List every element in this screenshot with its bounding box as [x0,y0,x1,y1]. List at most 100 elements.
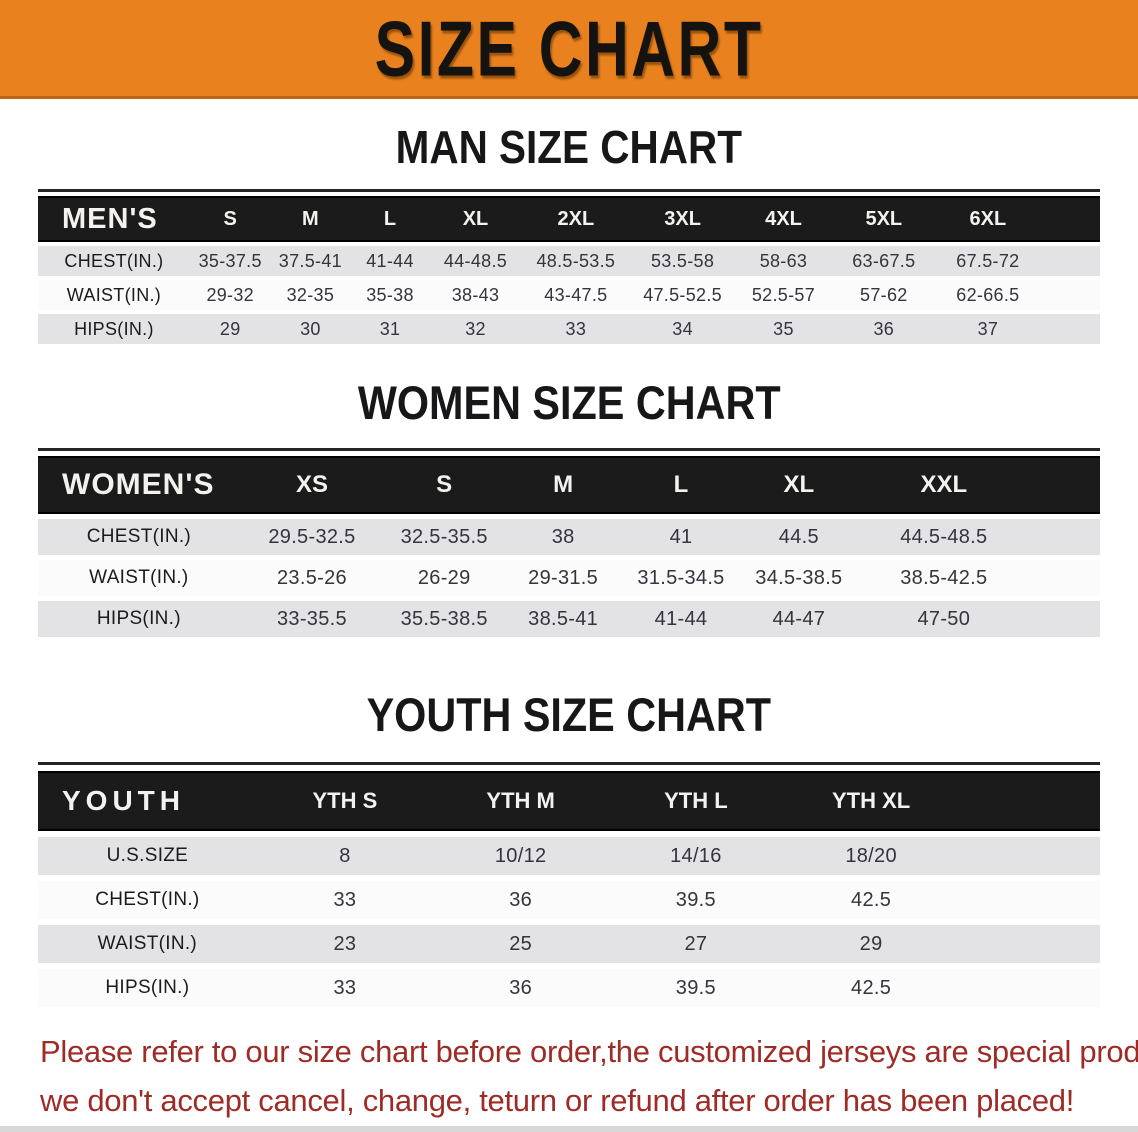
table-row: WAIST(IN.) 29-32 32-35 35-38 38-43 43-47.5 47.… [38,280,1100,310]
page-title: SIZE CHART [374,4,764,92]
header-filler-cell [1029,456,1100,514]
size-value: 44-48.5 [429,246,522,276]
size-value: 41-44 [622,601,740,637]
size-column-header: M [270,196,351,242]
row-label: HIPS(IN.) [38,969,257,1007]
size-value: 35.5-38.5 [384,601,505,637]
size-value: 32.5-35.5 [384,519,505,555]
size-value: 44-47 [739,601,858,637]
row-filler-cell [1040,280,1100,310]
row-label: CHEST(IN.) [38,519,240,555]
size-value: 25 [433,925,609,963]
size-value: 33 [256,969,434,1007]
size-value: 32 [429,314,522,344]
size-column-header: 4XL [734,196,833,242]
disclaimer-note: Please refer to our size chart before or… [0,1027,1138,1125]
size-column-header: 3XL [630,196,735,242]
women-size-chart-title: WOMEN SIZE CHART [357,376,781,429]
size-value: 38-43 [429,280,522,310]
size-value: 8 [256,837,434,875]
size-value: 43-47.5 [521,280,631,310]
size-value: 44.5 [739,519,858,555]
table-row: CHEST(IN.) 33 36 39.5 42.5 [38,881,1100,919]
size-column-header: 2XL [521,196,631,242]
row-label: U.S.SIZE [38,837,257,875]
size-column-header: 6XL [935,196,1041,242]
banner: SIZE CHART [0,0,1138,99]
size-value: 42.5 [783,969,959,1007]
size-value: 38 [504,519,623,555]
bottom-strip [0,1126,1138,1132]
size-value: 36 [433,969,609,1007]
size-value: 52.5-57 [734,280,833,310]
size-value: 23.5-26 [239,560,385,596]
man-size-chart-title: MAN SIZE CHART [395,121,743,173]
size-value: 26-29 [384,560,505,596]
size-value: 37.5-41 [270,246,351,276]
size-value: 58-63 [734,246,833,276]
size-column-header: YTH L [608,771,784,831]
size-value: 38.5-41 [504,601,623,637]
row-filler-cell [1040,314,1100,344]
mens-size-table: MEN'S S M L XL 2XL 3XL 4XL 5XL 6XL CHEST(IN.) 35-37… [38,189,1100,348]
mens-table: MEN'S S M L XL 2XL 3XL 4XL 5XL 6XL CHEST(IN.) 35-37… [38,192,1100,348]
size-value: 41 [622,519,740,555]
disclaimer-line-2: we don't accept cancel, change, teturn o… [40,1083,1075,1118]
size-value: 29-32 [189,280,271,310]
size-value: 10/12 [433,837,609,875]
size-value: 32-35 [270,280,351,310]
size-column-header: S [189,196,271,242]
row-label: CHEST(IN.) [38,246,190,276]
youth-table: YOUTH YTH S YTH M YTH L YTH XL U.S.SIZE 8 10/12… [38,765,1100,1013]
header-filler-cell [958,771,1100,831]
size-value: 35-37.5 [189,246,271,276]
row-label: WAIST(IN.) [38,560,240,596]
size-column-header: YTH XL [783,771,959,831]
size-value: 31 [350,314,430,344]
size-value: 47.5-52.5 [630,280,735,310]
row-label: WAIST(IN.) [38,925,257,963]
size-column-header: M [504,456,623,514]
size-column-header: L [622,456,740,514]
size-value: 29 [189,314,271,344]
size-value: 38.5-42.5 [857,560,1030,596]
header-filler-cell [1040,196,1100,242]
youth-size-table: YOUTH YTH S YTH M YTH L YTH XL U.S.SIZE 8 10/12… [38,762,1100,1013]
table-row: CHEST(IN.) 35-37.5 37.5-41 41-44 44-48.5 48.5… [38,246,1100,276]
size-column-header: XXL [857,456,1030,514]
size-value: 57-62 [832,280,936,310]
size-column-header: YTH M [433,771,609,831]
size-value: 29-31.5 [504,560,623,596]
size-value: 31.5-34.5 [622,560,740,596]
size-value: 53.5-58 [630,246,735,276]
size-value: 44.5-48.5 [857,519,1030,555]
size-value: 30 [270,314,351,344]
size-value: 37 [935,314,1041,344]
size-value: 29 [783,925,959,963]
size-value: 62-66.5 [935,280,1041,310]
table-corner-label: YOUTH [38,771,257,831]
row-filler-cell [1040,246,1100,276]
size-column-header: XL [739,456,858,514]
row-filler-cell [958,881,1100,919]
size-value: 36 [433,881,609,919]
size-value: 23 [256,925,434,963]
row-filler-cell [1029,601,1100,637]
table-row: CHEST(IN.) 29.5-32.5 32.5-35.5 38 41 44.5 44.5… [38,519,1100,555]
size-value: 35-38 [350,280,430,310]
row-label: HIPS(IN.) [38,601,240,637]
disclaimer-line-1: Please refer to our size chart before or… [40,1034,1138,1069]
size-value: 14/16 [608,837,784,875]
size-column-header: 5XL [832,196,936,242]
size-value: 34.5-38.5 [739,560,858,596]
size-value: 63-67.5 [832,246,936,276]
row-filler-cell [1029,560,1100,596]
size-value: 34 [630,314,735,344]
table-row: WAIST(IN.) 23.5-26 26-29 29-31.5 31.5-34.5 34… [38,560,1100,596]
youth-size-chart-title: YOUTH SIZE CHART [366,688,772,741]
size-value: 39.5 [608,969,784,1007]
size-value: 33-35.5 [239,601,385,637]
table-row: HIPS(IN.) 33-35.5 35.5-38.5 38.5-41 41-44 44-… [38,601,1100,637]
table-corner-label: WOMEN'S [38,456,240,514]
